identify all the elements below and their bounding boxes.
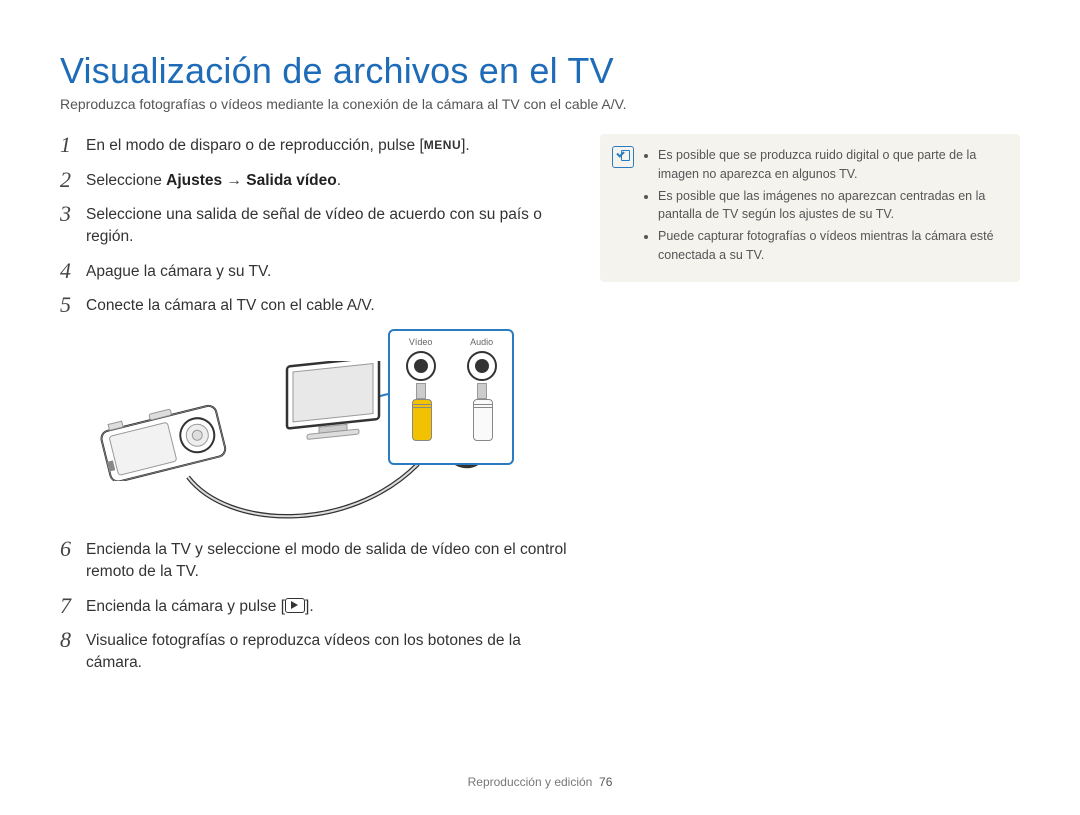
step3-text: Seleccione una salida de señal de vídeo … <box>86 203 570 247</box>
note-box: Es posible que se produzca ruido digital… <box>600 134 1020 282</box>
page-title: Visualización de archivos en el TV <box>60 50 1020 92</box>
note-item: Es posible que se produzca ruido digital… <box>658 146 1006 184</box>
step5-text: Conecte la cámara al TV con el cable A/V… <box>86 294 375 317</box>
step-number: 6 <box>60 538 86 582</box>
step7-text-a: Encienda la cámara y pulse [ <box>86 598 285 615</box>
step-number: 4 <box>60 260 86 283</box>
connection-diagram: Vídeo Audio <box>88 329 518 524</box>
step7-text-b: ]. <box>305 598 314 615</box>
audio-jack-icon <box>451 351 512 441</box>
camera-icon <box>96 403 236 481</box>
page-subtitle: Reproduzca fotografías o vídeos mediante… <box>60 96 1020 112</box>
notes-column: Es posible que se produzca ruido digital… <box>600 134 1020 686</box>
step-number: 8 <box>60 629 86 673</box>
steps-column: 1 En el modo de disparo o de reproducció… <box>60 134 570 686</box>
step2-bold-ajustes: Ajustes <box>166 172 222 189</box>
av-jack-callout: Vídeo Audio <box>388 329 514 465</box>
step-2: 2 Seleccione Ajustes → Salida vídeo. <box>60 169 570 192</box>
step-1: 1 En el modo de disparo o de reproducció… <box>60 134 570 157</box>
step-6: 6 Encienda la TV y seleccione el modo de… <box>60 538 570 582</box>
video-jack-icon <box>390 351 451 441</box>
step-number: 2 <box>60 169 86 192</box>
step-number: 3 <box>60 203 86 247</box>
note-icon <box>612 146 634 168</box>
step4-text: Apague la cámara y su TV. <box>86 260 271 283</box>
audio-jack-label: Audio <box>470 337 493 347</box>
note-item: Puede capturar fotografías o vídeos mien… <box>658 227 1006 265</box>
step2-arrow: → <box>222 172 246 189</box>
tv-icon <box>283 361 395 449</box>
step2-text-a: Seleccione <box>86 172 166 189</box>
note-item: Es posible que las imágenes no aparezcan… <box>658 187 1006 225</box>
playback-icon <box>285 598 305 613</box>
step-8: 8 Visualice fotografías o reproduzca víd… <box>60 629 570 673</box>
step2-text-e: . <box>337 172 341 189</box>
step2-bold-salida: Salida vídeo <box>246 172 336 189</box>
step-number: 7 <box>60 595 86 618</box>
step-4: 4 Apague la cámara y su TV. <box>60 260 570 283</box>
video-jack-label: Vídeo <box>409 337 433 347</box>
step8-text: Visualice fotografías o reproduzca vídeo… <box>86 629 570 673</box>
step-number: 5 <box>60 294 86 317</box>
footer-page-number: 76 <box>599 775 612 789</box>
step-5: 5 Conecte la cámara al TV con el cable A… <box>60 294 570 317</box>
page-footer: Reproducción y edición 76 <box>0 775 1080 789</box>
step-7: 7 Encienda la cámara y pulse []. <box>60 595 570 618</box>
step6-text: Encienda la TV y seleccione el modo de s… <box>86 538 570 582</box>
footer-section: Reproducción y edición <box>468 775 593 789</box>
step-number: 1 <box>60 134 86 157</box>
step-3: 3 Seleccione una salida de señal de víde… <box>60 203 570 247</box>
menu-icon: MENU <box>424 137 461 154</box>
step1-text-a: En el modo de disparo o de reproducción,… <box>86 137 424 154</box>
step1-text-b: ]. <box>461 137 470 154</box>
